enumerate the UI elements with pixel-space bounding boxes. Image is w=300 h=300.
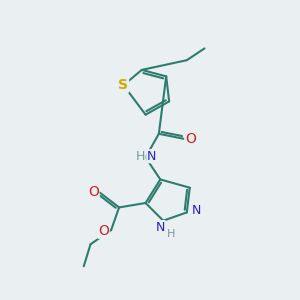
Text: O: O [88, 184, 99, 199]
Text: H: H [136, 150, 145, 163]
Text: N: N [191, 204, 201, 217]
Text: O: O [185, 132, 196, 146]
Text: S: S [118, 78, 128, 92]
Text: H: H [167, 229, 176, 238]
Text: N: N [156, 220, 165, 234]
Text: O: O [98, 224, 109, 238]
Text: N: N [147, 150, 156, 163]
